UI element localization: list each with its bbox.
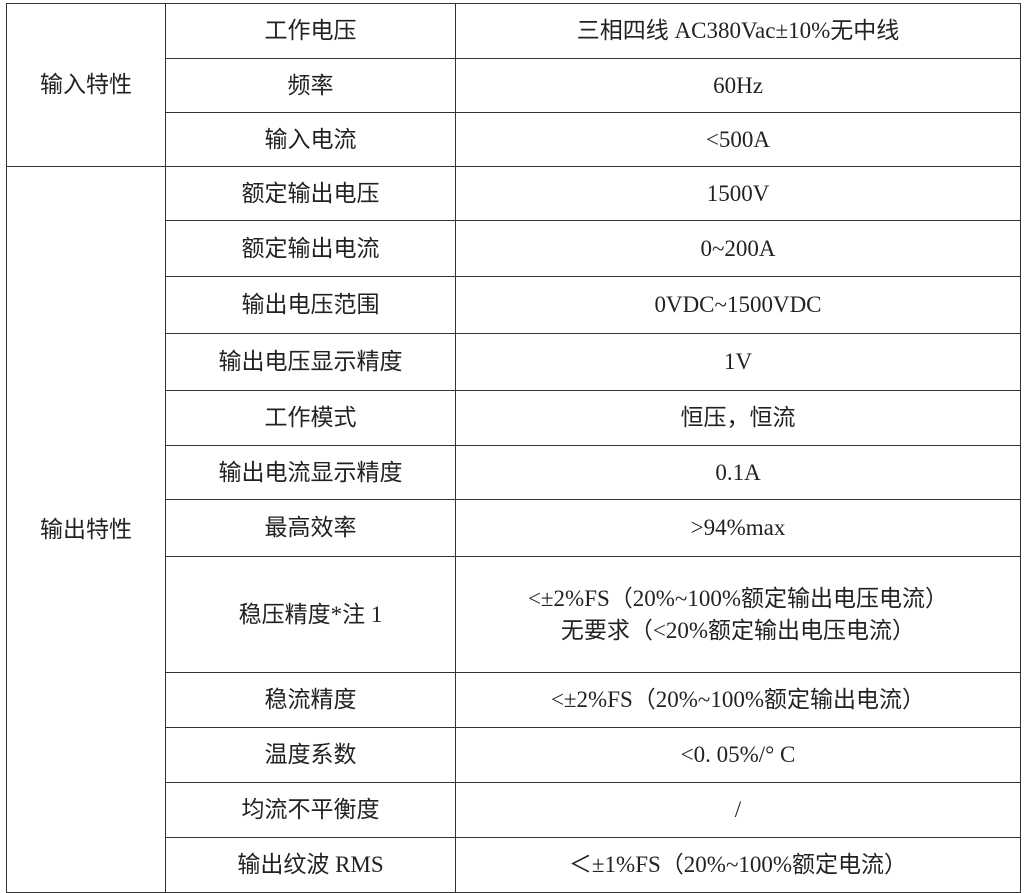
- param-value: <500A: [455, 112, 1021, 167]
- param-value: 1500V: [455, 166, 1021, 221]
- param-value: <0. 05%/° C: [455, 727, 1021, 783]
- table-row: 最高效率 >94%max: [7, 499, 1021, 557]
- param-value: 0.1A: [455, 445, 1021, 500]
- table-row: 额定输出电流 0~200A: [7, 220, 1021, 277]
- param-value: 三相四线 AC380Vac±10%无中线: [455, 3, 1021, 59]
- param-value: >94%max: [455, 499, 1021, 557]
- param-value: /: [455, 782, 1021, 838]
- group-label: 输出特性: [6, 166, 166, 893]
- param-name: 工作模式: [165, 390, 456, 446]
- param-name: 输出电压显示精度: [165, 333, 456, 391]
- param-name: 频率: [165, 58, 456, 113]
- param-value: <±2%FS（20%~100%额定输出电流）: [455, 672, 1021, 728]
- value-line: <500A: [705, 126, 771, 152]
- param-name: 稳压精度*注 1: [165, 556, 456, 673]
- value-line: 1500V: [706, 180, 770, 206]
- table-row: 工作模式 恒压，恒流: [7, 390, 1021, 446]
- value-line: 60Hz: [713, 72, 763, 98]
- param-value: 0VDC~1500VDC: [455, 276, 1021, 334]
- param-name: 稳流精度: [165, 672, 456, 728]
- value-line: >94%max: [690, 515, 786, 540]
- param-name: 输入电流: [165, 112, 456, 167]
- value-line: 0~200A: [700, 235, 776, 261]
- value-line: ＜±1%FS（20%~100%额定电流）: [568, 852, 908, 877]
- param-name: 最高效率: [165, 499, 456, 557]
- table-row: 输出电流显示精度 0.1A: [7, 445, 1021, 500]
- param-name: 额定输出电流: [165, 220, 456, 277]
- value-line: <±2%FS（20%~100%额定输出电压电流）: [527, 585, 949, 611]
- table-row: 稳压精度*注 1 <±2%FS（20%~100%额定输出电压电流） 无要求（<20%…: [7, 556, 1021, 673]
- param-name: 工作电压: [165, 3, 456, 59]
- table-row: 输出纹波 RMS ＜±1%FS（20%~100%额定电流）: [7, 837, 1021, 893]
- param-value: 60Hz: [455, 58, 1021, 113]
- group-label: 输入特性: [6, 3, 166, 167]
- param-name: 温度系数: [165, 727, 456, 783]
- param-value: 恒压，恒流: [455, 390, 1021, 446]
- param-value: 1V: [455, 333, 1021, 391]
- value-line: 无要求（<20%额定输出电压电流）: [560, 617, 916, 643]
- table-row: 稳流精度 <±2%FS（20%~100%额定输出电流）: [7, 672, 1021, 728]
- value-line: 恒压，恒流: [680, 405, 796, 430]
- param-name: 输出电流显示精度: [165, 445, 456, 500]
- value-line: 1V: [723, 349, 753, 374]
- param-value: 0~200A: [455, 220, 1021, 277]
- param-name: 额定输出电压: [165, 166, 456, 221]
- table-row: 均流不平衡度 /: [7, 782, 1021, 838]
- table-row: 输出特性 额定输出电压 1500V: [6, 166, 1021, 893]
- value-line: 0.1A: [715, 459, 761, 485]
- table-row: 输出电压显示精度 1V: [7, 333, 1021, 391]
- param-name: 输出纹波 RMS: [165, 837, 456, 893]
- value-line: 0VDC~1500VDC: [654, 292, 822, 317]
- param-value: <±2%FS（20%~100%额定输出电压电流） 无要求（<20%额定输出电压电流…: [455, 556, 1021, 673]
- table-row: 输入特性 工作电压 三相四线 AC380Vac±10%无中线: [6, 3, 1021, 167]
- param-name: 输出电压范围: [165, 276, 456, 334]
- value-line: <±2%FS（20%~100%额定输出电流）: [550, 687, 926, 712]
- value-line: /: [734, 797, 742, 822]
- table-row: 温度系数 <0. 05%/° C: [7, 727, 1021, 783]
- value-line: 三相四线 AC380Vac±10%无中线: [576, 18, 900, 43]
- spec-table: 输入特性 工作电压 三相四线 AC380Vac±10%无中线频率 60Hz 输入电流 <5…: [6, 3, 1021, 893]
- table-row: 频率 60Hz: [7, 58, 1021, 113]
- param-value: ＜±1%FS（20%~100%额定电流）: [455, 837, 1021, 893]
- param-name: 均流不平衡度: [165, 782, 456, 838]
- value-line: <0. 05%/° C: [680, 742, 796, 767]
